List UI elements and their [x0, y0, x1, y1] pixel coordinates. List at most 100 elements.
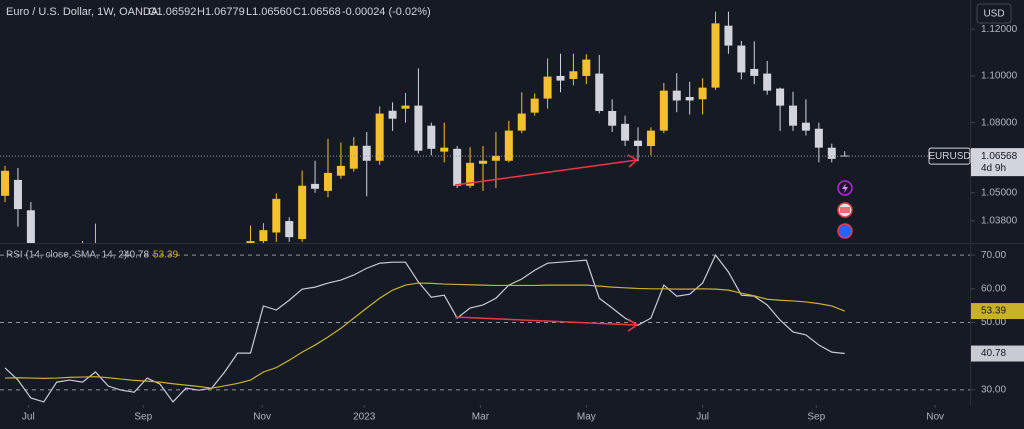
trend-arrow [454, 316, 638, 326]
countdown: 4d 9h [981, 163, 1006, 174]
indicator-title[interactable]: RSI (14, close, SMA, 14, 2) [6, 250, 127, 261]
candle-body [737, 45, 746, 73]
candle-body [453, 148, 462, 186]
candle-body [388, 110, 397, 119]
candle-body [608, 110, 617, 126]
event-icon[interactable] [837, 223, 853, 239]
candle-body [750, 68, 759, 76]
candle-body [711, 23, 720, 88]
candle-body [698, 87, 707, 100]
candle-body [13, 179, 22, 210]
candle-body [814, 128, 823, 148]
candle-body [336, 165, 345, 176]
candle-body [323, 172, 332, 191]
candle-body [349, 145, 358, 169]
value-tag: 53.39 [981, 306, 1006, 317]
candle-body [776, 88, 785, 106]
y-tick-label: 1.08000 [981, 117, 1018, 128]
y-tick-label: 1.12000 [981, 24, 1018, 35]
price-tag: 1.06568 [981, 151, 1018, 162]
ohlc-high: H1.06779 [197, 6, 245, 18]
candle-body [1, 170, 10, 196]
x-tick-label: Jul [696, 412, 709, 423]
legend-value: 53.39 [153, 250, 178, 261]
y-tick-label: 1.05000 [981, 187, 1018, 198]
candle-body [530, 98, 539, 113]
x-tick-label: Nov [926, 412, 944, 423]
price-tag-box [971, 148, 1024, 177]
symbol-tag-box [928, 147, 971, 165]
flag-glyph [840, 207, 850, 213]
candle-body [621, 123, 630, 141]
candle-body [840, 155, 849, 157]
candle-body [724, 25, 733, 46]
ohlc-close: C1.06568 [293, 6, 341, 18]
candle-body [401, 105, 410, 109]
value-tag-box [971, 303, 1024, 320]
trend-arrow [454, 159, 638, 186]
symbol-title[interactable]: Euro / U.S. Dollar, 1W, OANDA [6, 6, 159, 18]
x-tick-label: Nov [253, 412, 271, 423]
candle-body [582, 59, 591, 76]
candle-body [259, 230, 268, 242]
candle-body [504, 130, 513, 161]
arrow-head [627, 154, 639, 168]
arrow-head [627, 318, 639, 332]
symbol-tag: EURUSD [928, 151, 970, 162]
candle-body [763, 73, 772, 91]
x-tick-label: May [577, 412, 596, 423]
y-tick-label: 60.00 [981, 283, 1006, 294]
x-tick-label: Sep [807, 412, 825, 423]
candle-body [517, 113, 526, 131]
candle-body [466, 162, 475, 186]
candle-body [362, 145, 371, 161]
candle-body [311, 183, 320, 189]
candle-body [634, 140, 643, 147]
candle-body [491, 155, 500, 161]
y-tick-label: 70.00 [981, 250, 1006, 261]
price-pane [0, 11, 970, 243]
candle-body [789, 105, 798, 126]
candle-body [26, 210, 35, 243]
y-tick-label: 50.00 [981, 317, 1006, 328]
candle-body [246, 241, 255, 243]
y-tick-label: 1.03800 [981, 215, 1018, 226]
legend-value: 40.78 [124, 250, 149, 261]
candle-body [440, 147, 449, 152]
x-tick-label: Jul [22, 412, 35, 423]
ohlc-low: L1.06560 [246, 6, 292, 18]
candle-body [801, 122, 810, 131]
candle-body [646, 130, 655, 147]
ohlc-change: -0.00024 (-0.02%) [342, 6, 431, 18]
x-tick-label: Mar [472, 412, 490, 423]
candle-body [569, 71, 578, 79]
candle-body [375, 113, 384, 161]
value-tag-box [971, 345, 1024, 362]
candle-body [685, 96, 694, 101]
candle-body [659, 90, 668, 131]
candle-body [285, 221, 294, 238]
rsi-pane [0, 253, 970, 403]
event-icons[interactable] [837, 180, 853, 239]
candle-body [298, 185, 307, 240]
candle-body [595, 73, 604, 111]
value-tag: 40.78 [981, 348, 1006, 359]
axes: 1.12000 1.10000 1.08000 1.05000 1.03800 EURUS… [22, 24, 1024, 423]
currency-button[interactable] [976, 3, 1012, 24]
candle-body [672, 90, 681, 101]
candle-body [556, 75, 565, 81]
candle-body [427, 125, 436, 149]
y-tick-label: 1.10000 [981, 71, 1018, 82]
currency-label[interactable]: USD [983, 9, 1004, 20]
drawings [454, 154, 639, 332]
y-tick-label: 30.00 [981, 384, 1006, 395]
x-tick-label: 2023 [353, 412, 376, 423]
candle-body [272, 198, 281, 233]
event-icon-glyph [842, 183, 848, 193]
rsi-line [5, 282, 845, 389]
candle-body [478, 160, 488, 164]
candle-body [414, 105, 423, 151]
